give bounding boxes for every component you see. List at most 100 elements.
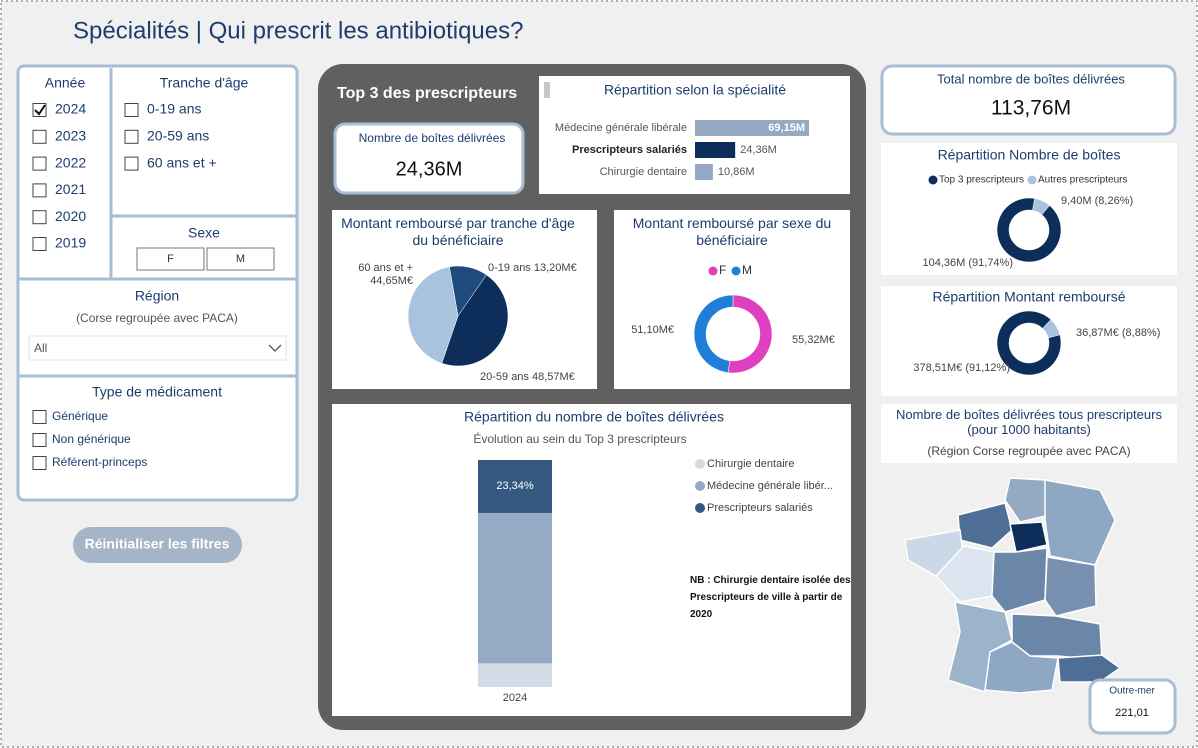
legend-label: Prescripteurs salariés (707, 502, 813, 514)
region-shape (1004, 477, 1051, 523)
reset-button[interactable] (73, 527, 242, 563)
donut-slice (693, 294, 734, 373)
outre-mer-value: 221,01 (1115, 707, 1149, 719)
panel-title: Top 3 des prescripteurs (337, 85, 517, 102)
map-title-box: Nombre de boîtes délivrées tous prescrip… (896, 407, 1162, 437)
legend-label: Top 3 prescripteurs (939, 175, 1024, 186)
y-tick-label: Prescripteurs salariés (572, 144, 687, 156)
data-label: 48,57M€ (532, 371, 575, 383)
chart-title-box: Montant remboursé par tranche d'âge du b… (341, 215, 575, 248)
legend-label: F (719, 263, 726, 277)
filter-option: Référent-princeps (52, 455, 147, 469)
donut-slice (1032, 198, 1050, 216)
slice-category: 60 ans et + (358, 262, 413, 274)
checkbox[interactable] (32, 456, 47, 470)
filter-option: 2019 (55, 235, 86, 251)
checkbox[interactable] (32, 237, 47, 251)
slice-category: 0-19 ans (488, 262, 531, 274)
checkbox[interactable] (32, 410, 47, 424)
bar (695, 164, 713, 180)
legend-marker (695, 459, 705, 469)
data-label: 378,51M€ (91,12%) (913, 362, 1010, 374)
bar-segment (478, 460, 552, 513)
filter-panel (16, 64, 299, 502)
data-label: 51,10M€ (631, 324, 674, 336)
outre-mer-card (1088, 678, 1177, 735)
checkmark (34, 104, 46, 116)
bar (695, 120, 809, 136)
legend-marker (695, 503, 705, 513)
pie-slice (441, 274, 509, 367)
toggle-button[interactable] (206, 247, 275, 271)
filter-option: 2021 (55, 181, 86, 197)
filter-title: Type de médicament (92, 384, 222, 400)
chart-title: Répartition Montant remboursé (933, 289, 1126, 305)
reset-label: Réinitialiser les filtres (85, 536, 230, 552)
y-tick-label: Médecine générale libérale (555, 122, 687, 134)
kpi-label: Nombre de boîtes délivrées (359, 131, 506, 145)
filter-title: Tranche d'âge (160, 75, 249, 91)
legend-label: Autres prescripteurs (1038, 175, 1127, 186)
data-label: 55,32M€ (792, 334, 835, 346)
chart-subtitle: Évolution au sein du Top 3 prescripteurs (473, 431, 686, 446)
filter-option: 2020 (55, 208, 86, 224)
scroll-handle (544, 82, 550, 98)
kpi-card (333, 122, 525, 195)
region-shape (1044, 556, 1097, 617)
data-label: 10,86M (718, 166, 755, 178)
legend-label: Chirurgie dentaire (707, 458, 794, 470)
dropdown-chevron (268, 344, 282, 352)
filter-title: Région (135, 288, 179, 304)
legend-label: Médecine générale libér... (707, 480, 833, 492)
checkbox[interactable] (32, 183, 47, 198)
toggle-button[interactable] (136, 247, 205, 271)
toggle-label: M (236, 253, 245, 265)
checkbox[interactable] (32, 156, 47, 171)
slice-category: 20-59 ans (480, 371, 529, 383)
map-title: Nombre de boîtes délivrées tous prescrip… (896, 407, 1162, 437)
map-note: (Région Corse regroupée avec PACA) (927, 444, 1130, 458)
dropdown[interactable] (28, 335, 287, 361)
bar (695, 142, 736, 158)
kpi-value: 113,76M (991, 97, 1071, 120)
chart-title: Répartition du nombre de boîtes délivrée… (464, 409, 724, 425)
legend-marker (1027, 175, 1037, 185)
filter-option: 2024 (55, 101, 86, 117)
filter-note: (Corse regroupée avec PACA) (76, 311, 238, 325)
data-label: 24,36M (740, 144, 777, 156)
donut-slice (996, 197, 1062, 263)
chart-title: Répartition Nombre de boîtes (938, 147, 1121, 163)
filter-title: Année (45, 75, 86, 91)
checkbox[interactable] (124, 156, 139, 171)
slice-label: 20-59 ans 48,57M€ (480, 371, 575, 383)
legend-marker (731, 266, 741, 276)
checkbox[interactable] (32, 433, 47, 447)
legend-marker (928, 175, 938, 185)
filter-title: Sexe (188, 225, 220, 241)
france-map (904, 477, 1122, 694)
region-shape (984, 641, 1059, 694)
region-shape (991, 547, 1048, 613)
dropdown-value: All (34, 341, 47, 355)
page-title: Spécialités | Qui prescrit les antibioti… (73, 17, 523, 44)
bar-segment (478, 512, 552, 664)
chart-note: NB : Chirurgie dentaire isolée des Presc… (690, 575, 851, 620)
x-tick-label: 2024 (503, 692, 527, 704)
kpi-value: 24,36M (396, 158, 463, 180)
filter-option: 0-19 ans (147, 101, 201, 117)
data-label: 44,65M€ (370, 275, 413, 287)
card (881, 404, 1177, 463)
chart-title-box: Montant remboursé par sexe du bénéficiai… (633, 215, 831, 248)
checkbox[interactable] (32, 210, 47, 225)
checkbox[interactable] (124, 103, 139, 117)
bar-segment (478, 663, 552, 687)
filter-option: 2023 (55, 128, 86, 144)
data-label: 13,20M€ (534, 262, 577, 274)
filter-option: 20-59 ans (147, 128, 209, 144)
checkbox[interactable] (32, 129, 47, 144)
checkbox[interactable] (124, 129, 139, 144)
toggle-label: F (167, 253, 174, 265)
legend-label: M (742, 263, 752, 277)
